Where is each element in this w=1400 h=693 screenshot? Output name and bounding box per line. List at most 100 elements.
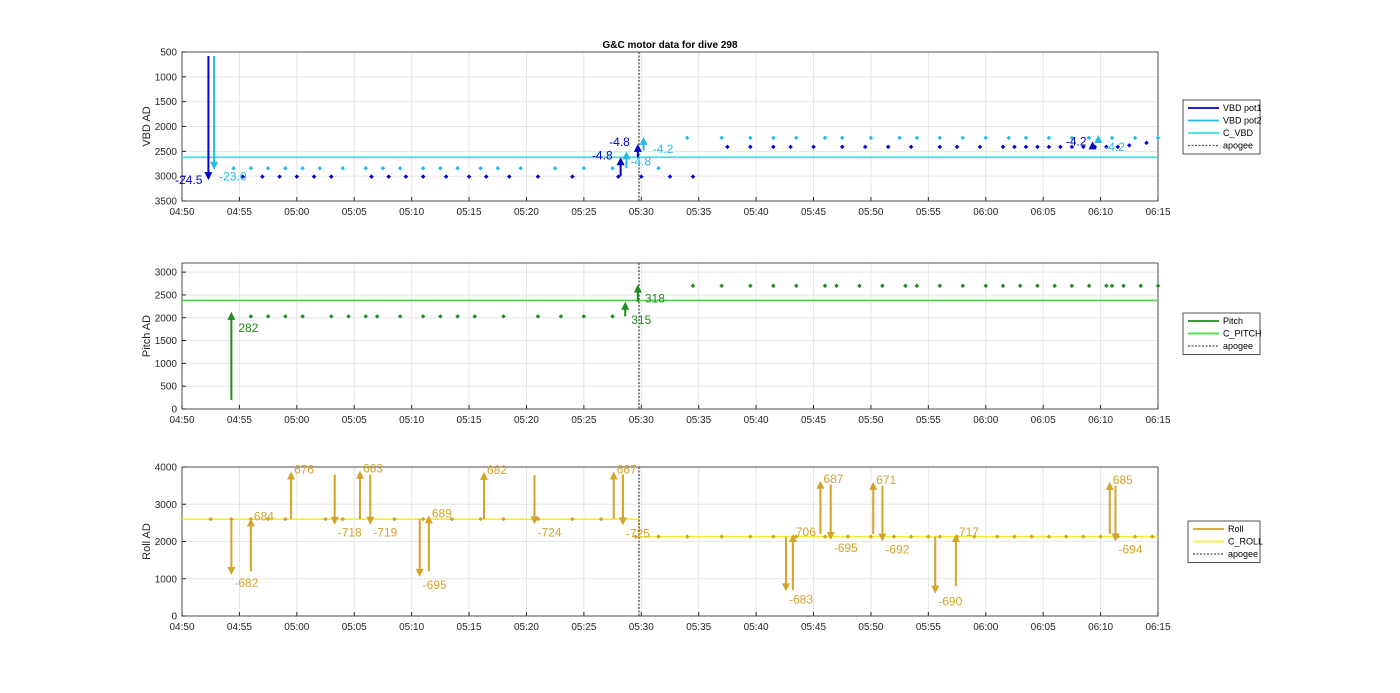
data-point bbox=[598, 516, 604, 522]
data-point bbox=[1069, 135, 1075, 141]
event-label: -683 bbox=[789, 592, 813, 606]
event-label: -724 bbox=[538, 525, 562, 539]
data-point bbox=[369, 174, 374, 179]
y-tick-label: 4000 bbox=[155, 463, 178, 474]
data-point bbox=[265, 516, 271, 522]
x-tick-label: 06:15 bbox=[1145, 622, 1170, 633]
panel-vbd: 04:50 04:55 05:00 05:05 05:10 05:15 05:20 05:25… bbox=[141, 48, 1262, 219]
data-point bbox=[420, 314, 426, 319]
x-tick-label: 05:10 bbox=[399, 207, 424, 218]
legend-entry: Roll bbox=[1228, 524, 1244, 534]
y-tick-label: 2500 bbox=[155, 290, 178, 301]
data-point bbox=[684, 534, 690, 539]
plots: 04:50 04:55 05:00 05:05 05:10 05:15 05:20 05:25… bbox=[141, 48, 1263, 634]
event-arrow-head bbox=[878, 533, 887, 542]
legend-entry: C_ROLL bbox=[1228, 537, 1263, 547]
data-point bbox=[438, 314, 443, 319]
x-tick-label: 05:55 bbox=[916, 207, 941, 218]
event-arrow-head bbox=[869, 481, 878, 490]
event-arrow-head bbox=[639, 136, 648, 145]
event-arrow-head bbox=[415, 568, 424, 577]
x-tick-label: 04:50 bbox=[169, 415, 194, 426]
data-point bbox=[443, 174, 449, 179]
data-point bbox=[1081, 534, 1086, 539]
data-point bbox=[937, 283, 943, 289]
y-tick-label: 500 bbox=[160, 48, 177, 59]
event-label: 663 bbox=[363, 462, 383, 476]
data-point bbox=[1149, 534, 1155, 539]
event-label: -4.2 bbox=[1104, 140, 1125, 154]
event-arrow-head bbox=[633, 143, 642, 152]
data-point bbox=[420, 174, 426, 179]
data-point bbox=[420, 516, 426, 522]
y-tick-label: 3000 bbox=[155, 268, 178, 279]
x-tick-label: 05:00 bbox=[284, 207, 309, 218]
event-arrow-head bbox=[1111, 533, 1120, 542]
x-tick-label: 06:05 bbox=[1031, 622, 1056, 633]
data-point bbox=[1023, 135, 1029, 141]
x-tick-label: 05:10 bbox=[399, 622, 424, 633]
data-point bbox=[455, 314, 460, 319]
event-label: 682 bbox=[487, 463, 507, 477]
data-point bbox=[1132, 135, 1138, 141]
event-arrow-head bbox=[330, 516, 339, 525]
x-tick-label: 06:15 bbox=[1145, 207, 1170, 218]
event-arrow-head bbox=[931, 585, 940, 594]
data-point bbox=[506, 174, 512, 179]
x-tick-label: 05:05 bbox=[342, 415, 367, 426]
event-label: -690 bbox=[938, 595, 962, 609]
data-point bbox=[397, 314, 403, 319]
event-arrow-head bbox=[609, 471, 618, 480]
event-label: 717 bbox=[959, 525, 979, 539]
data-point bbox=[719, 534, 724, 539]
x-tick-label: 04:55 bbox=[227, 207, 252, 218]
data-point bbox=[719, 283, 724, 289]
data-point bbox=[972, 534, 977, 539]
event-arrow-head bbox=[781, 583, 790, 592]
y-tick-label: 3000 bbox=[155, 172, 178, 183]
event-arrow-head bbox=[210, 161, 219, 170]
data-point bbox=[1132, 534, 1138, 539]
x-tick-label: 06:00 bbox=[973, 622, 998, 633]
x-tick-label: 05:15 bbox=[457, 415, 482, 426]
legend-entry: C_VBD bbox=[1223, 128, 1254, 138]
data-point bbox=[1046, 144, 1052, 150]
data-point bbox=[633, 534, 638, 539]
data-point bbox=[868, 534, 874, 539]
data-point bbox=[748, 283, 753, 289]
x-tick-label: 05:00 bbox=[284, 622, 309, 633]
data-point bbox=[1115, 144, 1121, 150]
event-label: -682 bbox=[234, 576, 258, 590]
event-arrow-head bbox=[621, 301, 630, 310]
event-arrow-head bbox=[287, 471, 296, 480]
legend-entry: apogee bbox=[1223, 341, 1253, 351]
event-label: -24.5 bbox=[175, 173, 203, 187]
legend-entry: Pitch bbox=[1223, 316, 1243, 326]
x-tick-label: 04:55 bbox=[227, 622, 252, 633]
x-tick-label: 06:15 bbox=[1145, 415, 1170, 426]
data-point bbox=[1098, 534, 1103, 539]
y-tick-label: 1000 bbox=[155, 574, 178, 585]
data-point bbox=[323, 516, 328, 522]
x-tick-label: 05:35 bbox=[686, 415, 711, 426]
data-point bbox=[880, 283, 885, 289]
x-tick-label: 06:10 bbox=[1088, 415, 1113, 426]
data-point bbox=[1012, 534, 1017, 539]
x-tick-label: 05:00 bbox=[284, 415, 309, 426]
data-point bbox=[690, 283, 696, 289]
data-point bbox=[311, 174, 317, 179]
x-tick-label: 05:50 bbox=[858, 207, 883, 218]
data-point bbox=[1109, 283, 1115, 289]
event-label: -4.8 bbox=[609, 135, 630, 149]
event-label: 687 bbox=[823, 472, 843, 486]
data-point bbox=[822, 283, 828, 289]
event-arrow-head bbox=[246, 518, 255, 527]
data-point bbox=[1138, 283, 1144, 289]
x-tick-label: 04:50 bbox=[169, 207, 194, 218]
data-point bbox=[903, 283, 908, 289]
data-point bbox=[260, 174, 265, 179]
event-label: 676 bbox=[294, 462, 314, 476]
x-tick-label: 05:25 bbox=[571, 207, 596, 218]
data-point bbox=[794, 283, 799, 289]
